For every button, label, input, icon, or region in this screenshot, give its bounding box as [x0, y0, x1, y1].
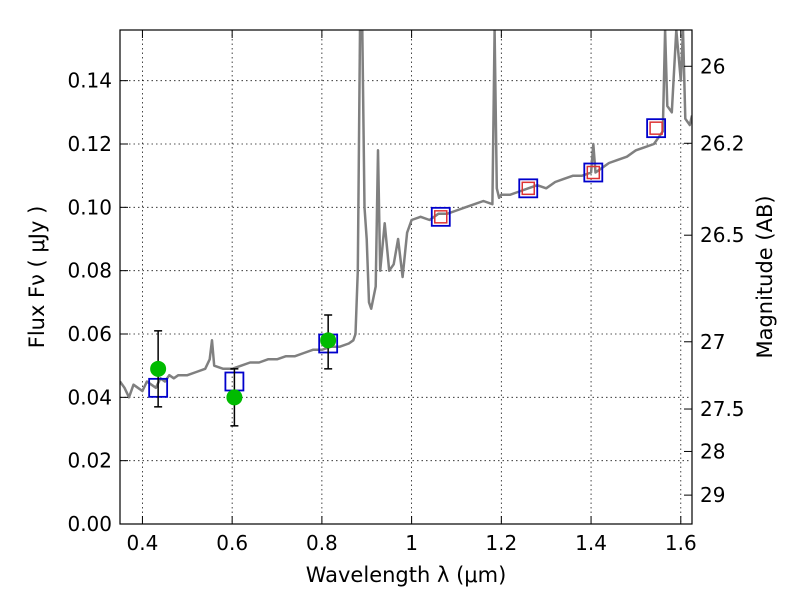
plot-frame — [119, 29, 693, 525]
x-tick-label: 1.2 — [485, 531, 517, 555]
model-photometry-point — [430, 206, 451, 227]
y-tick-label: 0.02 — [67, 449, 112, 473]
spectrum-layer — [120, 30, 692, 399]
y-axis-title: Flux Fν ( μJy ) — [25, 206, 49, 349]
observed-point — [150, 360, 167, 377]
right-tick-label: 26.2 — [700, 131, 745, 155]
tick-layer: 0.4 0.6 0.8 1 1.2 1.4 1.6 0.00 0.02 0.04 0.06 0.08 0… — [67, 30, 745, 555]
y-tick-label: 0.00 — [67, 512, 112, 536]
y-tick-label: 0.10 — [67, 195, 112, 219]
x-tick-label: 0.6 — [216, 531, 248, 555]
y-tick-label: 0.12 — [67, 132, 112, 156]
right-tick-label: 26 — [700, 54, 725, 78]
spectrum-line — [120, 30, 692, 399]
model-photometry-point — [646, 118, 667, 139]
x-tick-label: 0.8 — [306, 531, 338, 555]
right-tick-label: 26.5 — [700, 223, 745, 247]
observed-point — [226, 389, 243, 406]
y-tick-label: 0.04 — [67, 385, 112, 409]
right-tick-label: 27 — [700, 330, 725, 354]
x-tick-label: 1.6 — [665, 531, 697, 555]
grid-layer — [120, 30, 692, 525]
nir-photometry-point — [586, 165, 601, 180]
y-tick-label: 0.06 — [67, 322, 112, 346]
right-axis-title: Magnitude (AB) — [753, 195, 777, 358]
x-axis-title: Wavelength λ (μm) — [306, 563, 507, 587]
right-tick-label: 27.5 — [700, 397, 745, 421]
x-tick-label: 1.4 — [575, 531, 607, 555]
nir-photometry-point — [434, 210, 448, 224]
right-tick-label: 28 — [700, 439, 725, 463]
y-tick-label: 0.08 — [67, 259, 112, 283]
model-photometry-point — [583, 162, 604, 183]
model-photometry-point — [518, 178, 539, 199]
nir-photometry-point — [521, 181, 536, 196]
x-tick-label: 0.4 — [127, 531, 159, 555]
y-tick-label: 0.14 — [67, 69, 112, 93]
right-tick-label: 29 — [700, 483, 725, 507]
nir-photometry-point — [649, 121, 663, 135]
x-tick-label: 1 — [405, 531, 418, 555]
marker-layer — [148, 118, 667, 427]
observed-point — [320, 332, 337, 349]
